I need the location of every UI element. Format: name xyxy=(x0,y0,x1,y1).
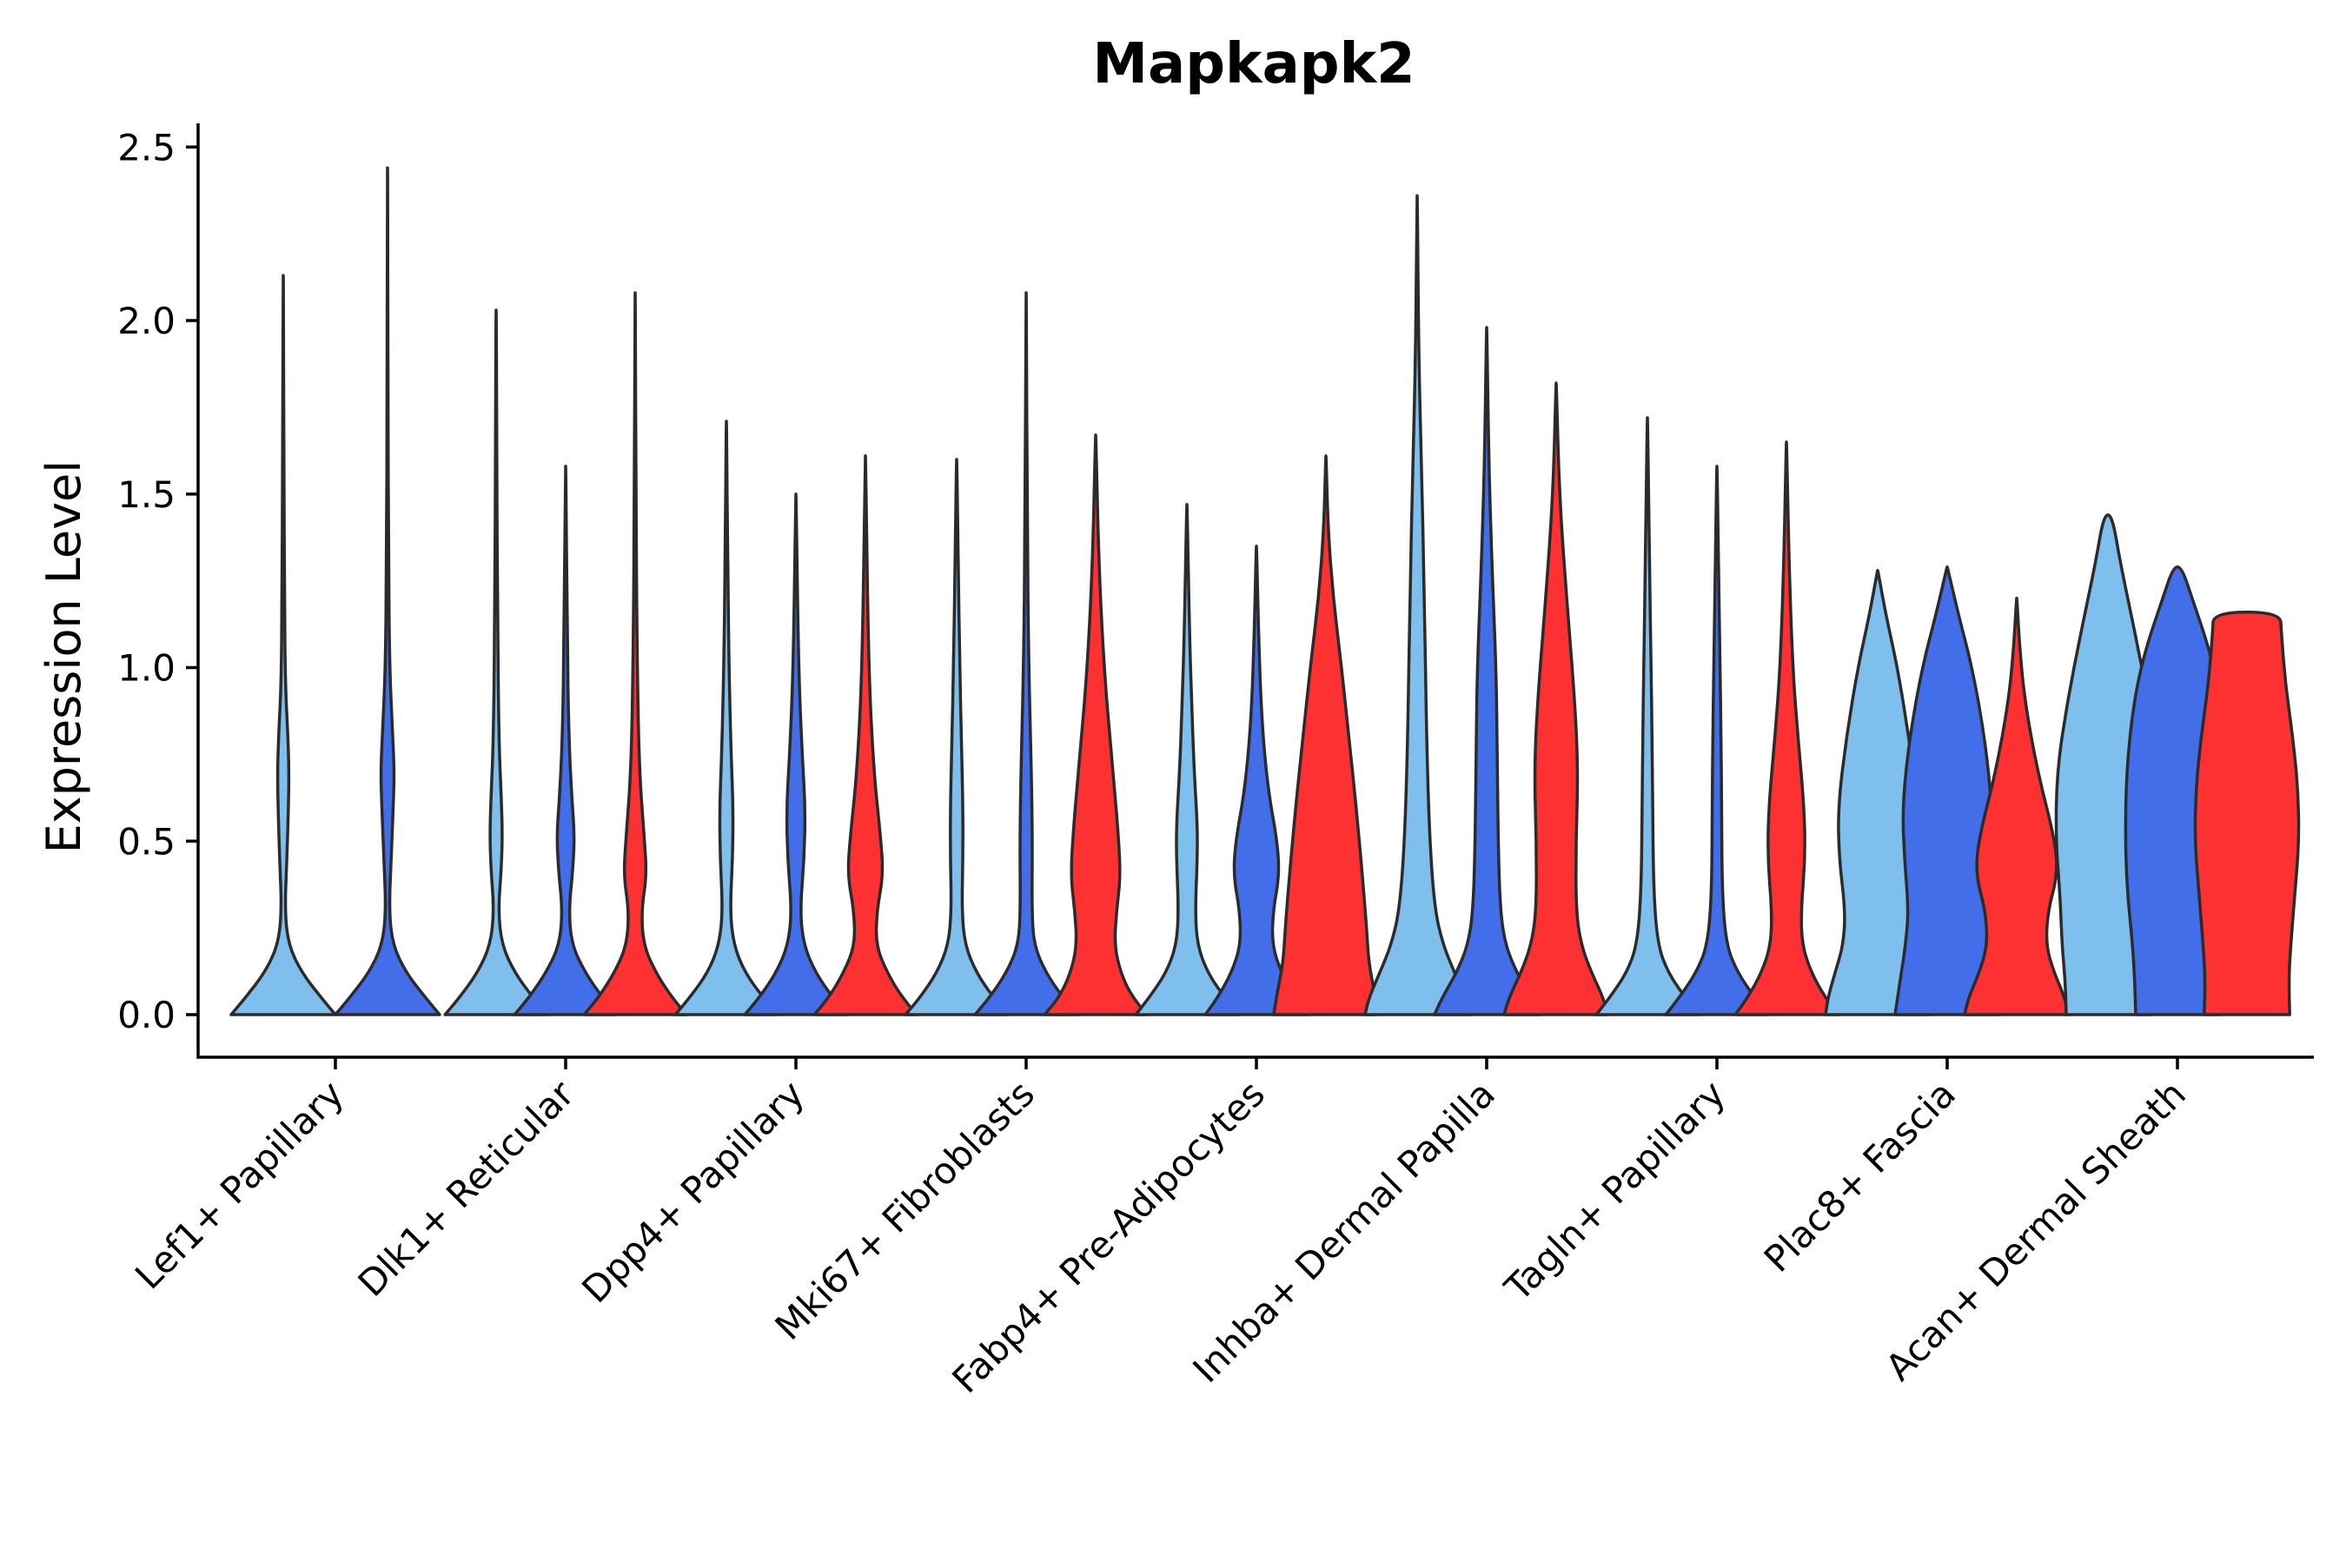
violin-15 xyxy=(1363,194,1471,1016)
x-tick-label-3: Mki67+ Fibroblasts xyxy=(767,1072,1043,1347)
x-tick-label-0: Lef1+ Papillary xyxy=(127,1072,352,1297)
violin-12 xyxy=(1134,502,1240,1016)
violin-10 xyxy=(973,291,1079,1016)
x-tick-label-6: Tagln+ Papillary xyxy=(1496,1072,1733,1309)
violin-22 xyxy=(1893,565,2001,1016)
y-axis-label: Expression Level xyxy=(36,460,91,854)
violin-8 xyxy=(812,454,918,1016)
violin-5 xyxy=(582,291,688,1016)
violin-14 xyxy=(1272,454,1380,1016)
y-tick-label-5: 2.5 xyxy=(117,126,176,169)
y-tick-label-3: 1.5 xyxy=(117,473,176,516)
x-tick-label-2: Dpp4+ Papillary xyxy=(573,1072,812,1311)
violin-6 xyxy=(673,420,779,1016)
violin-1 xyxy=(229,274,337,1016)
violin-7 xyxy=(743,493,849,1016)
violin-16 xyxy=(1433,326,1541,1016)
violin-9 xyxy=(904,458,1010,1016)
violin-20 xyxy=(1733,440,1839,1016)
violin-17 xyxy=(1502,381,1610,1016)
x-tick-label-1: Dlk1+ Reticular xyxy=(350,1072,583,1305)
y-ticks: 0.0 0.5 1.0 1.5 2.0 2.5 xyxy=(117,126,198,1036)
x-tick-label-7: Plac8+ Fascia xyxy=(1756,1072,1964,1280)
violin-13 xyxy=(1203,544,1309,1016)
violin-26 xyxy=(2193,610,2301,1016)
violin-23 xyxy=(1963,596,2071,1016)
chart-title: Mapkapk2 xyxy=(1092,32,1415,96)
y-tick-label-0: 0.0 xyxy=(117,994,176,1036)
violin-3 xyxy=(443,308,549,1016)
violin-4 xyxy=(513,465,619,1016)
y-tick-label-4: 2.0 xyxy=(117,300,176,342)
violin-2 xyxy=(334,166,441,1016)
violins-layer xyxy=(229,166,2301,1016)
y-tick-label-1: 0.5 xyxy=(117,820,176,863)
y-tick-label-2: 1.0 xyxy=(117,647,176,690)
violin-19 xyxy=(1664,465,1770,1016)
axes-lines xyxy=(196,123,2314,1059)
violin-18 xyxy=(1594,416,1700,1016)
violin-11 xyxy=(1043,433,1149,1016)
